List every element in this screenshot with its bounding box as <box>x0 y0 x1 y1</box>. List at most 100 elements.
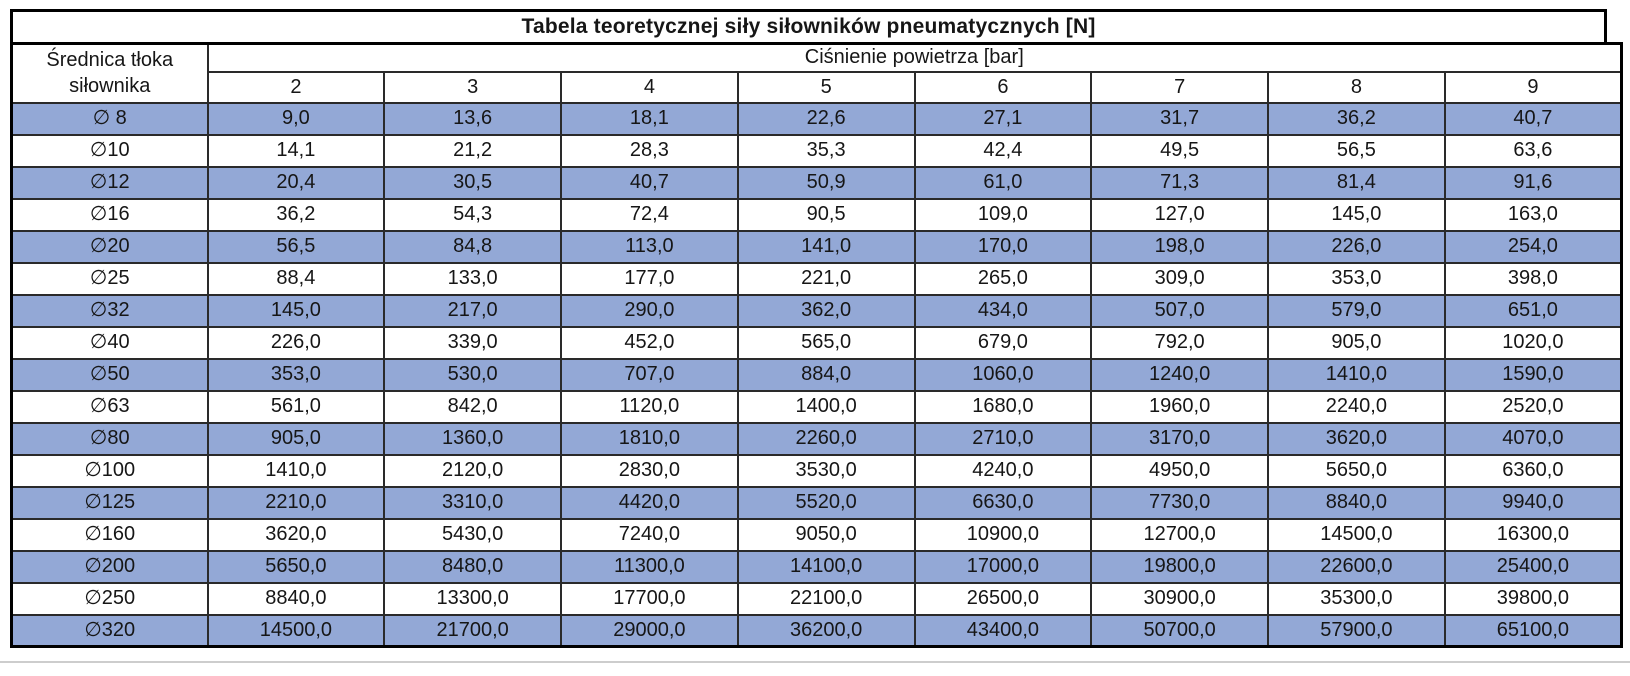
force-cell: 651,0 <box>1443 293 1623 328</box>
diameter-cell: ∅250 <box>10 581 209 616</box>
force-cell: 29000,0 <box>560 613 739 648</box>
diameter-cell: ∅80 <box>10 421 209 456</box>
force-cell: 8840,0 <box>1267 485 1446 520</box>
table-row: ∅63 561,0 842,0 1120,0 1400,0 1680,0 1960,0 224… <box>10 389 1623 424</box>
pneumatic-force-table-panel: Tabela teoretycznej siły siłowników pneu… <box>10 9 1623 648</box>
force-cell: 9940,0 <box>1443 485 1623 520</box>
diameter-cell: ∅16 <box>10 197 209 232</box>
force-cell: 11300,0 <box>560 549 739 584</box>
force-cell: 30,5 <box>383 165 562 200</box>
force-cell: 42,4 <box>913 133 1093 168</box>
force-cell: 5650,0 <box>206 549 386 584</box>
force-cell: 56,5 <box>206 229 386 264</box>
diameter-cell: ∅160 <box>10 517 209 552</box>
force-cell: 61,0 <box>913 165 1093 200</box>
table-row: ∅25 88,4 133,0 177,0 221,0 265,0 309,0 353,0 398… <box>10 261 1623 296</box>
force-cell: 81,4 <box>1267 165 1446 200</box>
force-cell: 145,0 <box>206 293 386 328</box>
table-row: ∅160 3620,0 5430,0 7240,0 9050,0 10900,0 12700… <box>10 517 1623 552</box>
force-cell: 133,0 <box>383 261 562 296</box>
diameter-cell: ∅200 <box>10 549 209 584</box>
force-cell: 3170,0 <box>1090 421 1269 456</box>
force-cell: 26500,0 <box>913 581 1093 616</box>
force-cell: 72,4 <box>560 197 739 232</box>
force-cell: 54,3 <box>383 197 562 232</box>
force-cell: 63,6 <box>1443 133 1623 168</box>
force-cell: 398,0 <box>1443 261 1623 296</box>
force-cell: 56,5 <box>1267 133 1446 168</box>
force-cell: 31,7 <box>1090 101 1269 136</box>
table-row: ∅50 353,0 530,0 707,0 884,0 1060,0 1240,0 1410,… <box>10 357 1623 392</box>
pressure-col-header: 9 <box>1443 70 1623 104</box>
force-cell: 50700,0 <box>1090 613 1269 648</box>
force-cell: 20,4 <box>206 165 386 200</box>
force-cell: 530,0 <box>383 357 562 392</box>
table-row: ∅80 905,0 1360,0 1810,0 2260,0 2710,0 3170,0 36… <box>10 421 1623 456</box>
force-cell: 113,0 <box>560 229 739 264</box>
force-cell: 25400,0 <box>1443 549 1623 584</box>
force-cell: 4420,0 <box>560 485 739 520</box>
table-row: ∅200 5650,0 8480,0 11300,0 14100,0 17000,0 198… <box>10 549 1623 584</box>
diameter-cell: ∅50 <box>10 357 209 392</box>
force-cell: 65100,0 <box>1443 613 1623 648</box>
force-cell: 7240,0 <box>560 517 739 552</box>
force-cell: 2520,0 <box>1443 389 1623 424</box>
force-cell: 198,0 <box>1090 229 1269 264</box>
force-cell: 163,0 <box>1443 197 1623 232</box>
diameter-cell: ∅320 <box>10 613 209 648</box>
table-row: ∅40 226,0 339,0 452,0 565,0 679,0 792,0 905,0 10… <box>10 325 1623 360</box>
force-cell: 792,0 <box>1090 325 1269 360</box>
force-cell: 6630,0 <box>913 485 1093 520</box>
force-cell: 2120,0 <box>383 453 562 488</box>
force-cell: 8480,0 <box>383 549 562 584</box>
force-cell: 39800,0 <box>1443 581 1623 616</box>
diameter-column-header: Średnica tłoka siłownika <box>10 42 209 104</box>
force-cell: 109,0 <box>913 197 1093 232</box>
force-cell: 1120,0 <box>560 389 739 424</box>
force-cell: 91,6 <box>1443 165 1623 200</box>
force-cell: 14,1 <box>206 133 386 168</box>
force-cell: 309,0 <box>1090 261 1269 296</box>
force-cell: 217,0 <box>383 293 562 328</box>
force-cell: 35,3 <box>736 133 916 168</box>
force-cell: 7730,0 <box>1090 485 1269 520</box>
force-cell: 5430,0 <box>383 517 562 552</box>
table-row: ∅320 14500,0 21700,0 29000,0 36200,0 43400,0 5… <box>10 613 1623 648</box>
force-cell: 1960,0 <box>1090 389 1269 424</box>
diameter-cell: ∅125 <box>10 485 209 520</box>
force-cell: 43400,0 <box>913 613 1093 648</box>
force-cell: 18,1 <box>560 101 739 136</box>
force-cell: 1410,0 <box>1267 357 1446 392</box>
force-cell: 561,0 <box>206 389 386 424</box>
diameter-header-line1: Średnica tłoka <box>46 49 174 72</box>
diameter-cell: ∅100 <box>10 453 209 488</box>
force-cell: 1020,0 <box>1443 325 1623 360</box>
force-cell: 2830,0 <box>560 453 739 488</box>
pneumatic-force-table: Średnica tłoka siłownika Ciśnienie powie… <box>10 42 1623 648</box>
force-cell: 13,6 <box>383 101 562 136</box>
force-cell: 170,0 <box>913 229 1093 264</box>
force-cell: 90,5 <box>736 197 916 232</box>
diameter-cell: ∅10 <box>10 133 209 168</box>
diameter-cell: ∅12 <box>10 165 209 200</box>
force-cell: 4240,0 <box>913 453 1093 488</box>
force-cell: 30900,0 <box>1090 581 1269 616</box>
force-cell: 40,7 <box>560 165 739 200</box>
force-cell: 40,7 <box>1443 101 1623 136</box>
force-cell: 5650,0 <box>1267 453 1446 488</box>
force-cell: 4950,0 <box>1090 453 1269 488</box>
force-cell: 2240,0 <box>1267 389 1446 424</box>
force-cell: 16300,0 <box>1443 517 1623 552</box>
force-cell: 9,0 <box>206 101 386 136</box>
force-cell: 27,1 <box>913 101 1093 136</box>
force-cell: 84,8 <box>383 229 562 264</box>
force-cell: 145,0 <box>1267 197 1446 232</box>
pressure-col-header: 3 <box>383 70 562 104</box>
force-cell: 3620,0 <box>1267 421 1446 456</box>
force-cell: 1410,0 <box>206 453 386 488</box>
force-cell: 21700,0 <box>383 613 562 648</box>
pressure-col-header: 5 <box>736 70 916 104</box>
force-cell: 13300,0 <box>383 581 562 616</box>
page-edge-divider <box>0 661 1630 663</box>
